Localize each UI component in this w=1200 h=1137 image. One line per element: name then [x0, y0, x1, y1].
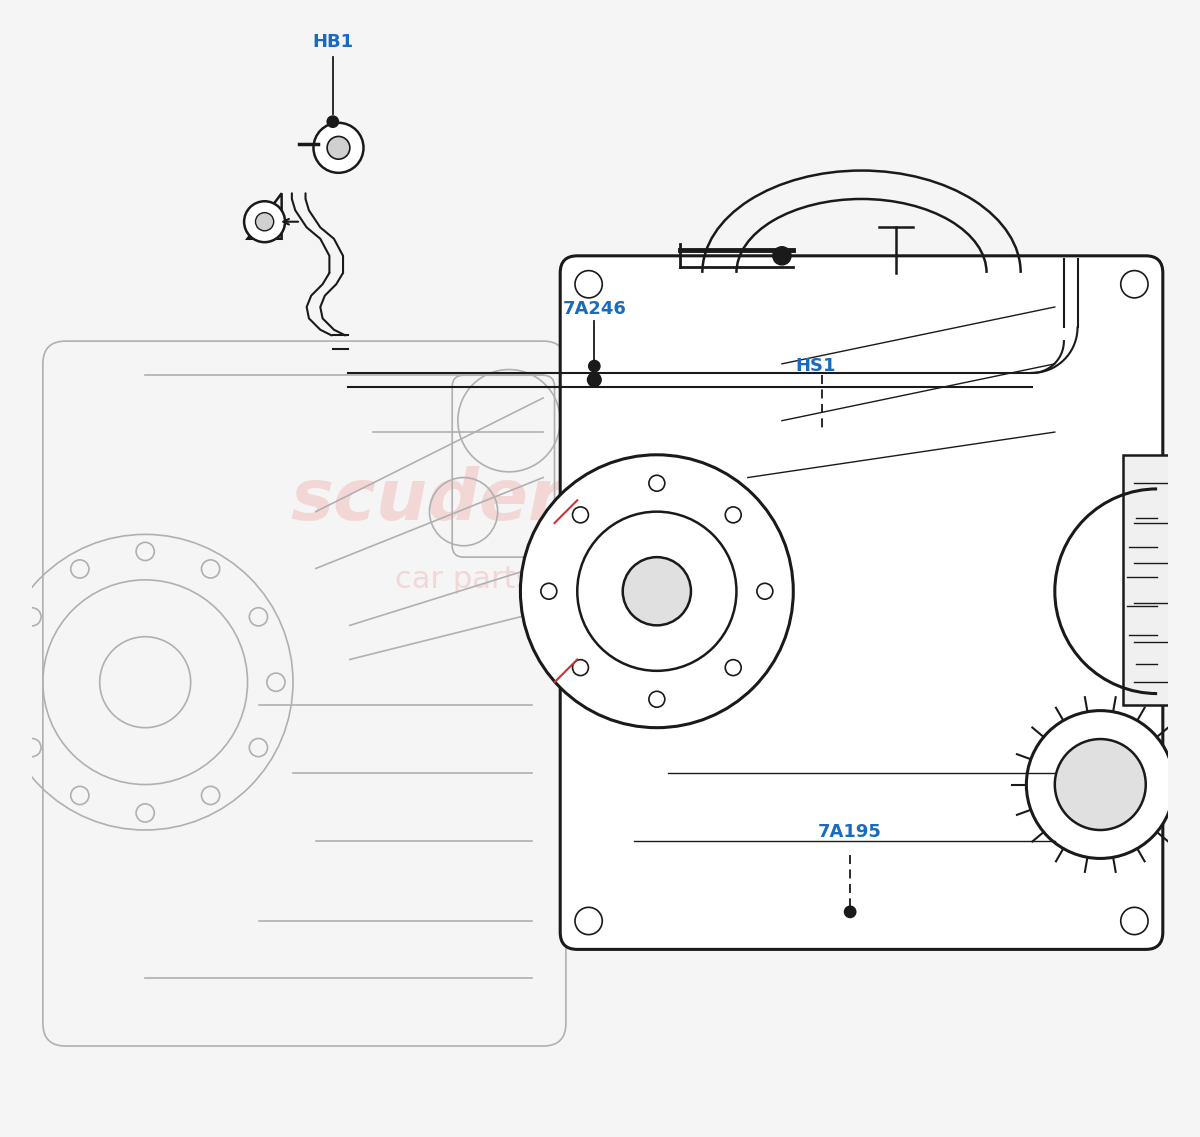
Circle shape [575, 271, 602, 298]
Circle shape [572, 507, 588, 523]
Text: 7A195: 7A195 [818, 823, 882, 841]
Circle shape [256, 213, 274, 231]
Circle shape [623, 557, 691, 625]
Circle shape [1121, 271, 1148, 298]
Circle shape [244, 201, 286, 242]
Circle shape [1026, 711, 1174, 858]
Text: 7A246: 7A246 [563, 300, 626, 318]
Bar [1123, 455, 1200, 705]
Circle shape [541, 583, 557, 599]
Circle shape [577, 512, 737, 671]
Circle shape [725, 659, 742, 675]
Circle shape [521, 455, 793, 728]
Circle shape [328, 136, 350, 159]
Circle shape [725, 507, 742, 523]
Circle shape [773, 247, 791, 265]
Circle shape [328, 116, 338, 127]
Circle shape [313, 123, 364, 173]
Circle shape [588, 373, 601, 387]
FancyBboxPatch shape [560, 256, 1163, 949]
Text: car parts: car parts [395, 565, 532, 595]
Circle shape [572, 659, 588, 675]
Circle shape [575, 907, 602, 935]
Circle shape [1121, 907, 1148, 935]
Circle shape [757, 583, 773, 599]
Circle shape [1055, 739, 1146, 830]
Circle shape [649, 691, 665, 707]
Text: HB1: HB1 [312, 33, 353, 51]
Text: scuderia: scuderia [290, 466, 637, 534]
Circle shape [649, 475, 665, 491]
Text: HS1: HS1 [796, 357, 836, 375]
Circle shape [589, 360, 600, 372]
Circle shape [845, 906, 856, 918]
